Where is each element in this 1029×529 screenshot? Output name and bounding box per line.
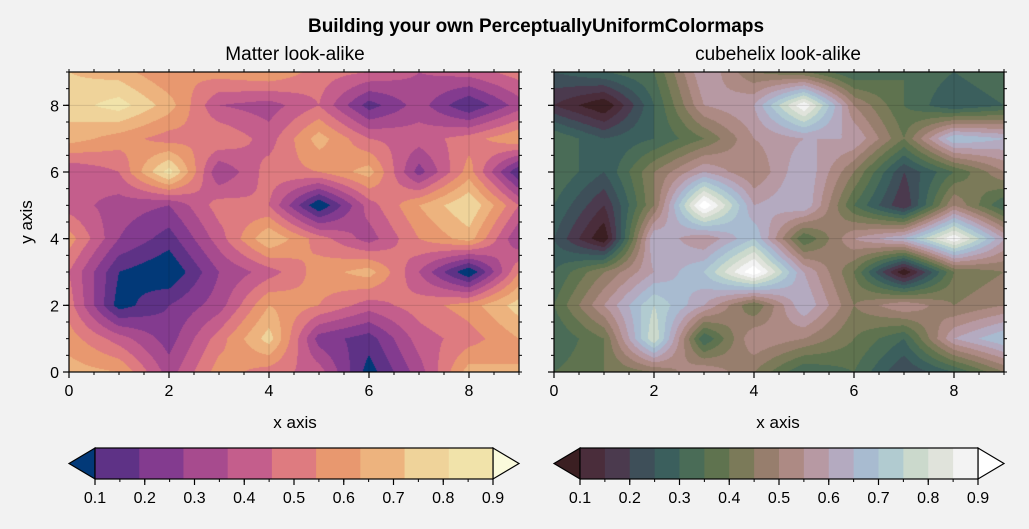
colorbar-tick-label: 0.7 — [867, 490, 889, 507]
colorbar-tick-label: 0.3 — [183, 490, 205, 507]
colorbar-tick-label: 0.2 — [134, 490, 156, 507]
x-tick-label: 4 — [750, 383, 759, 400]
colorbar-cubehelix: 0.1 0.2 0.3 0.4 0.5 0.6 0.7 0.8 0.9 — [552, 446, 1006, 507]
x-axis-label-matter: x axis — [273, 413, 316, 432]
y-tick-label: 8 — [50, 98, 59, 115]
colorbar-segment — [704, 448, 730, 479]
colorbar-segment — [629, 448, 656, 479]
colorbar-tick-label: 0.8 — [917, 490, 939, 507]
colorbar-tick-label: 0.9 — [482, 490, 504, 507]
colorbar-segment — [95, 448, 140, 479]
y-tick-label: 2 — [50, 298, 59, 315]
colorbar-segment — [779, 448, 805, 479]
y-axis-label-matter: y axis — [17, 200, 36, 243]
colorbar-segment — [903, 448, 929, 479]
colorbar-segment — [604, 448, 631, 479]
colorbar-tick-label: 0.7 — [382, 490, 404, 507]
colorbar-segment — [404, 448, 450, 479]
x-tick-label: 6 — [365, 383, 374, 400]
colorbar-segment — [679, 448, 705, 479]
panel-cubehelix: cubehelix look-alike 0 2 4 6 8 x axis 0.1 0.2… — [548, 44, 1007, 507]
colorbar-segment — [729, 448, 755, 479]
axes-matter: 0 2 4 6 8 0 2 4 6 8 — [50, 69, 522, 400]
figure-suptitle: Building your own PerceptuallyUniformCol… — [308, 16, 764, 37]
y-tick-label: 4 — [50, 232, 59, 249]
x-tick-label: 8 — [950, 383, 959, 400]
colorbar-tick-label: 0.4 — [718, 490, 740, 507]
colorbar-tick-label: 0.6 — [818, 490, 840, 507]
colorbar-segment — [654, 448, 680, 479]
colorbar-tick-label: 0.9 — [967, 490, 989, 507]
colorbar-extend-high — [492, 446, 521, 481]
colorbar-segment — [853, 448, 879, 479]
x-tick-label: 0 — [550, 383, 559, 400]
colorbar-tick-label: 0.5 — [768, 490, 790, 507]
axes-cubehelix: 0 2 4 6 8 — [548, 69, 1007, 400]
colorbar-segment — [227, 448, 273, 479]
contour-plot-cubehelix — [554, 72, 1004, 372]
x-tick-label: 2 — [165, 383, 174, 400]
colorbar-segment — [928, 448, 954, 479]
y-tick-label: 6 — [50, 165, 59, 182]
contour-fill — [69, 72, 519, 372]
colorbar-tick-label: 0.5 — [283, 490, 305, 507]
colorbar-segment — [953, 448, 979, 479]
x-tick-label: 6 — [850, 383, 859, 400]
colorbar-tick-label: 0.1 — [84, 490, 106, 507]
contour-plot-matter — [69, 72, 519, 372]
panel-title-matter: Matter look-alike — [225, 44, 364, 65]
colorbar-tick-label: 0.1 — [569, 490, 591, 507]
colorbar-segment — [580, 448, 606, 479]
colorbar-segment — [828, 448, 855, 479]
colorbar-segment — [183, 448, 229, 479]
colorbar-segment — [803, 448, 830, 479]
x-tick-label: 0 — [65, 383, 74, 400]
colorbar-segment — [139, 448, 184, 479]
colorbar-segment — [448, 448, 494, 479]
y-tick-label: 0 — [50, 365, 59, 382]
colorbar-extend-high — [977, 446, 1006, 481]
contour-fill — [554, 72, 1004, 372]
colorbar-segment — [360, 448, 406, 479]
x-axis-label-cubehelix: x axis — [756, 413, 799, 432]
x-tick-label: 2 — [650, 383, 659, 400]
colorbar-extend-low — [67, 446, 96, 481]
colorbar-tick-label: 0.2 — [619, 490, 641, 507]
panel-matter: Matter look-alike 0 2 4 6 8 0 2 4 6 8 x axis y ax… — [17, 44, 522, 507]
colorbar-tick-label: 0.8 — [432, 490, 454, 507]
colorbar-tick-label: 0.6 — [333, 490, 355, 507]
x-tick-label: 8 — [465, 383, 474, 400]
colorbar-segment — [316, 448, 361, 479]
colorbar-tick-label: 0.3 — [668, 490, 690, 507]
colorbar-segment — [754, 448, 780, 479]
colorbar-tick-label: 0.4 — [233, 490, 255, 507]
colorbar-segment — [878, 448, 904, 479]
panel-title-cubehelix: cubehelix look-alike — [695, 44, 861, 65]
colorbar-matter: 0.1 0.2 0.3 0.4 0.5 0.6 0.7 0.8 0.9 — [67, 446, 521, 507]
colorbar-extend-low — [552, 446, 581, 481]
x-tick-label: 4 — [265, 383, 274, 400]
colorbar-segment — [271, 448, 317, 479]
